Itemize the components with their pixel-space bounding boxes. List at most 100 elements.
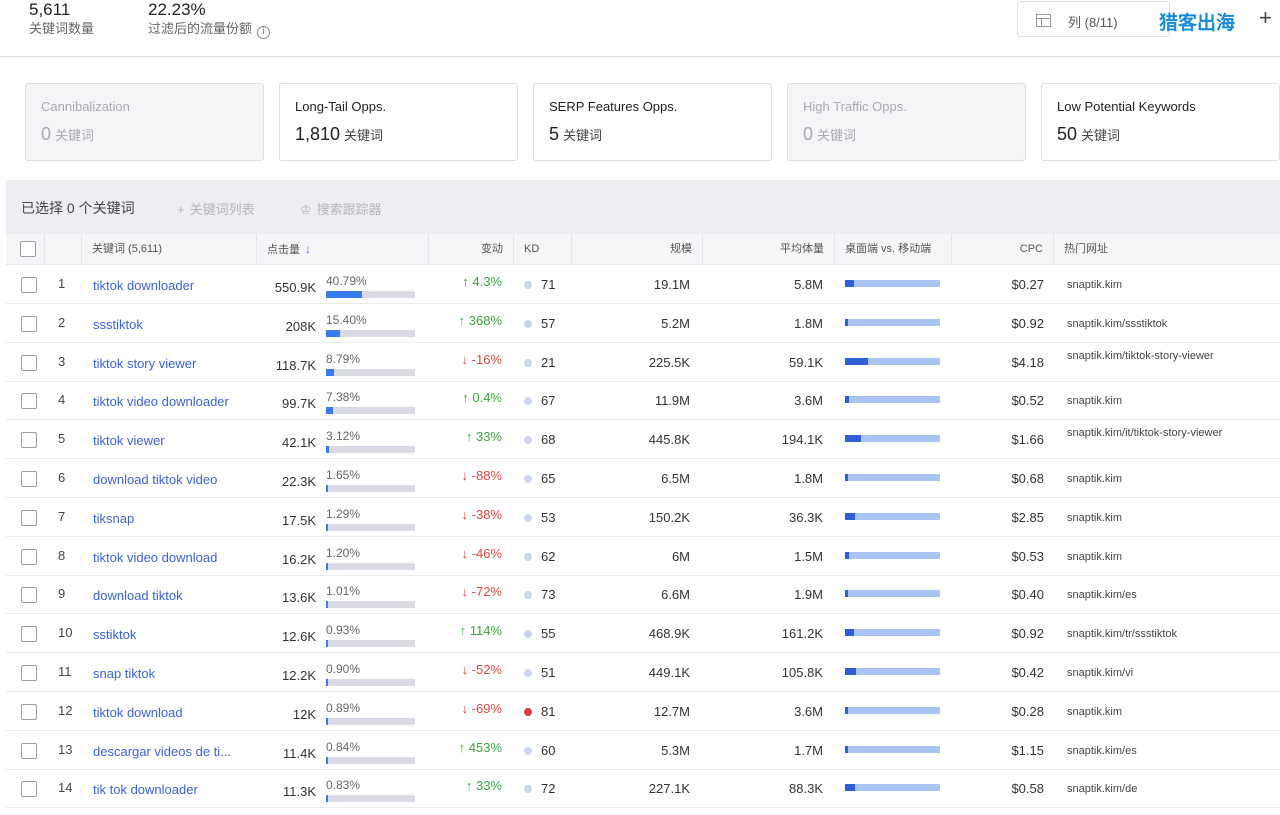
clicks-share-bar: [326, 329, 415, 337]
keyword-link[interactable]: tik tok downloader: [93, 782, 198, 798]
trend-down-arrow-icon: ↓: [461, 468, 472, 483]
keyword-link[interactable]: tiktok video download: [93, 549, 218, 565]
keywords-count-stat: 5,611 关键词数量: [29, 0, 94, 37]
filter-card-count: 5: [549, 124, 560, 144]
kd-dot-icon: [524, 319, 532, 328]
table-row: 1 tiktok downloader 550.9K 40.79% ↑ 4.3% 71 19…: [6, 265, 1280, 304]
trend-down-arrow-icon: ↓: [461, 584, 472, 600]
change-percent: 0.4%: [472, 390, 502, 406]
kd-dot-icon: [524, 552, 532, 561]
traffic-share-stat: 22.23% 过滤后的流量份额 i: [148, 0, 271, 39]
row-checkbox[interactable]: [21, 509, 37, 526]
clicks-share-percent: 0.93%: [326, 623, 361, 638]
table-row: 13 descargar videos de ti... 11.4K 0.84% ↑ 4…: [6, 731, 1280, 770]
top-url[interactable]: snaptik.kim/es: [1067, 744, 1137, 757]
change-value: ↓ -38%: [426, 507, 502, 522]
row-checkbox[interactable]: [21, 432, 37, 449]
row-checkbox[interactable]: [21, 354, 37, 371]
row-checkbox[interactable]: [21, 703, 37, 720]
header-kd[interactable]: KD: [513, 234, 571, 265]
row-checkbox[interactable]: [21, 626, 37, 643]
clicks-value: 17.5K: [282, 512, 316, 528]
keyword-link[interactable]: sstiktok: [93, 627, 137, 643]
keyword-link[interactable]: ssstiktok: [93, 316, 143, 332]
header-cpc[interactable]: CPC: [951, 234, 1053, 265]
select-all-checkbox[interactable]: [20, 241, 36, 257]
clicks-share-bar-fill: [326, 795, 328, 803]
header-desktop-vs-mobile[interactable]: 桌面端 vs. 移动端: [834, 234, 951, 265]
avg-volume-value: 194.1K: [781, 432, 823, 448]
top-url[interactable]: snaptik.kim/es: [1067, 589, 1137, 602]
size-value: 6.6M: [661, 587, 690, 603]
columns-button[interactable]: 列 (8/11): [1017, 1, 1170, 37]
keyword-link[interactable]: tiktok viewer: [93, 433, 165, 449]
top-url[interactable]: snaptik.kim: [1067, 511, 1123, 524]
top-url[interactable]: snaptik.kim: [1067, 279, 1123, 291]
filter-card[interactable]: SERP Features Opps. 5 关键词: [533, 83, 772, 161]
add-to-keyword-list-button[interactable]: + 关键词列表: [177, 199, 255, 218]
header-avg-volume[interactable]: 平均体量: [702, 234, 834, 265]
top-url[interactable]: snaptik.kim: [1067, 473, 1123, 485]
row-index: 9: [58, 586, 66, 602]
info-icon[interactable]: i: [257, 26, 271, 39]
keyword-link[interactable]: tiktok download: [93, 704, 183, 720]
top-url[interactable]: snaptik.kim/it/tiktok-story-viewer: [1067, 427, 1223, 440]
header-checkbox-cell: [6, 234, 44, 265]
clicks-share-percent: 8.79%: [326, 351, 361, 366]
cpc-value: $0.53: [1011, 548, 1044, 564]
filter-card[interactable]: Low Potential Keywords 50 关键词: [1041, 83, 1280, 161]
row-checkbox[interactable]: [21, 742, 37, 759]
clicks-share-percent: 3.12%: [326, 429, 361, 444]
header-clicks[interactable]: 点击量 ↓: [256, 234, 428, 265]
row-checkbox[interactable]: [21, 781, 37, 798]
keyword-link[interactable]: tiktok video downloader: [93, 394, 229, 410]
filter-card: High Traffic Opps. 0 关键词: [787, 83, 1026, 161]
kd-number: 53: [541, 509, 556, 525]
clicks-share-bar: [326, 679, 415, 686]
keyword-link[interactable]: tiksnap: [93, 510, 135, 526]
top-url[interactable]: snaptik.kim/de: [1067, 783, 1138, 796]
row-checkbox[interactable]: [21, 471, 37, 487]
filter-card: Cannibalization 0 关键词: [25, 83, 264, 161]
row-checkbox[interactable]: [21, 587, 37, 604]
top-url[interactable]: snaptik.kim/tr/ssstiktok: [1067, 628, 1178, 641]
top-url[interactable]: snaptik.kim: [1067, 395, 1123, 408]
desktop-share-fill: [845, 280, 854, 287]
header-change[interactable]: 变动: [428, 234, 513, 265]
header-keyword[interactable]: 关键词 (5,611): [81, 234, 256, 265]
keyword-link[interactable]: tiktok downloader: [93, 278, 195, 293]
keyword-link[interactable]: download tiktok video: [93, 472, 218, 487]
clicks-share-percent: 0.83%: [326, 778, 361, 793]
keyword-link[interactable]: tiktok story viewer: [93, 355, 197, 371]
row-checkbox[interactable]: [21, 548, 37, 565]
header-top-url[interactable]: 热门网址: [1053, 234, 1280, 265]
top-url[interactable]: snaptik.kim: [1067, 705, 1123, 718]
top-url[interactable]: snaptik.kim/tiktok-story-viewer: [1067, 349, 1214, 362]
trend-up-arrow-icon: ↑: [458, 312, 469, 328]
row-checkbox[interactable]: [21, 315, 37, 332]
change-percent: 114%: [469, 623, 502, 639]
header-size[interactable]: 规模: [571, 234, 702, 265]
change-percent: 4.3%: [472, 274, 502, 289]
add-button[interactable]: +: [1259, 5, 1272, 30]
filter-card[interactable]: Long-Tail Opps. 1,810 关键词: [279, 83, 518, 161]
keyword-link[interactable]: snap tiktok: [93, 666, 156, 681]
clicks-share-bar-fill: [326, 601, 328, 609]
row-index: 14: [58, 780, 73, 796]
top-url[interactable]: snaptik.kim: [1067, 550, 1123, 563]
filter-card-title: Low Potential Keywords: [1057, 99, 1196, 114]
row-index: 2: [58, 314, 66, 330]
top-url[interactable]: snaptik.kim/vi: [1067, 667, 1134, 679]
kd-number: 21: [541, 354, 556, 370]
kd-value: 51: [524, 665, 555, 680]
keyword-link[interactable]: descargar videos de ti...: [93, 743, 232, 759]
top-url[interactable]: snaptik.kim/ssstiktok: [1067, 317, 1168, 330]
change-value: ↑ 33%: [426, 429, 502, 444]
columns-button-label: 列 (8/11): [1068, 15, 1118, 30]
keyword-link[interactable]: download tiktok: [93, 588, 183, 604]
kd-dot-icon: [524, 669, 532, 677]
row-checkbox[interactable]: [21, 277, 37, 293]
rank-tracker-button[interactable]: ♔ 搜索跟踪器: [300, 199, 382, 218]
row-checkbox[interactable]: [21, 665, 37, 681]
row-checkbox[interactable]: [21, 393, 37, 410]
